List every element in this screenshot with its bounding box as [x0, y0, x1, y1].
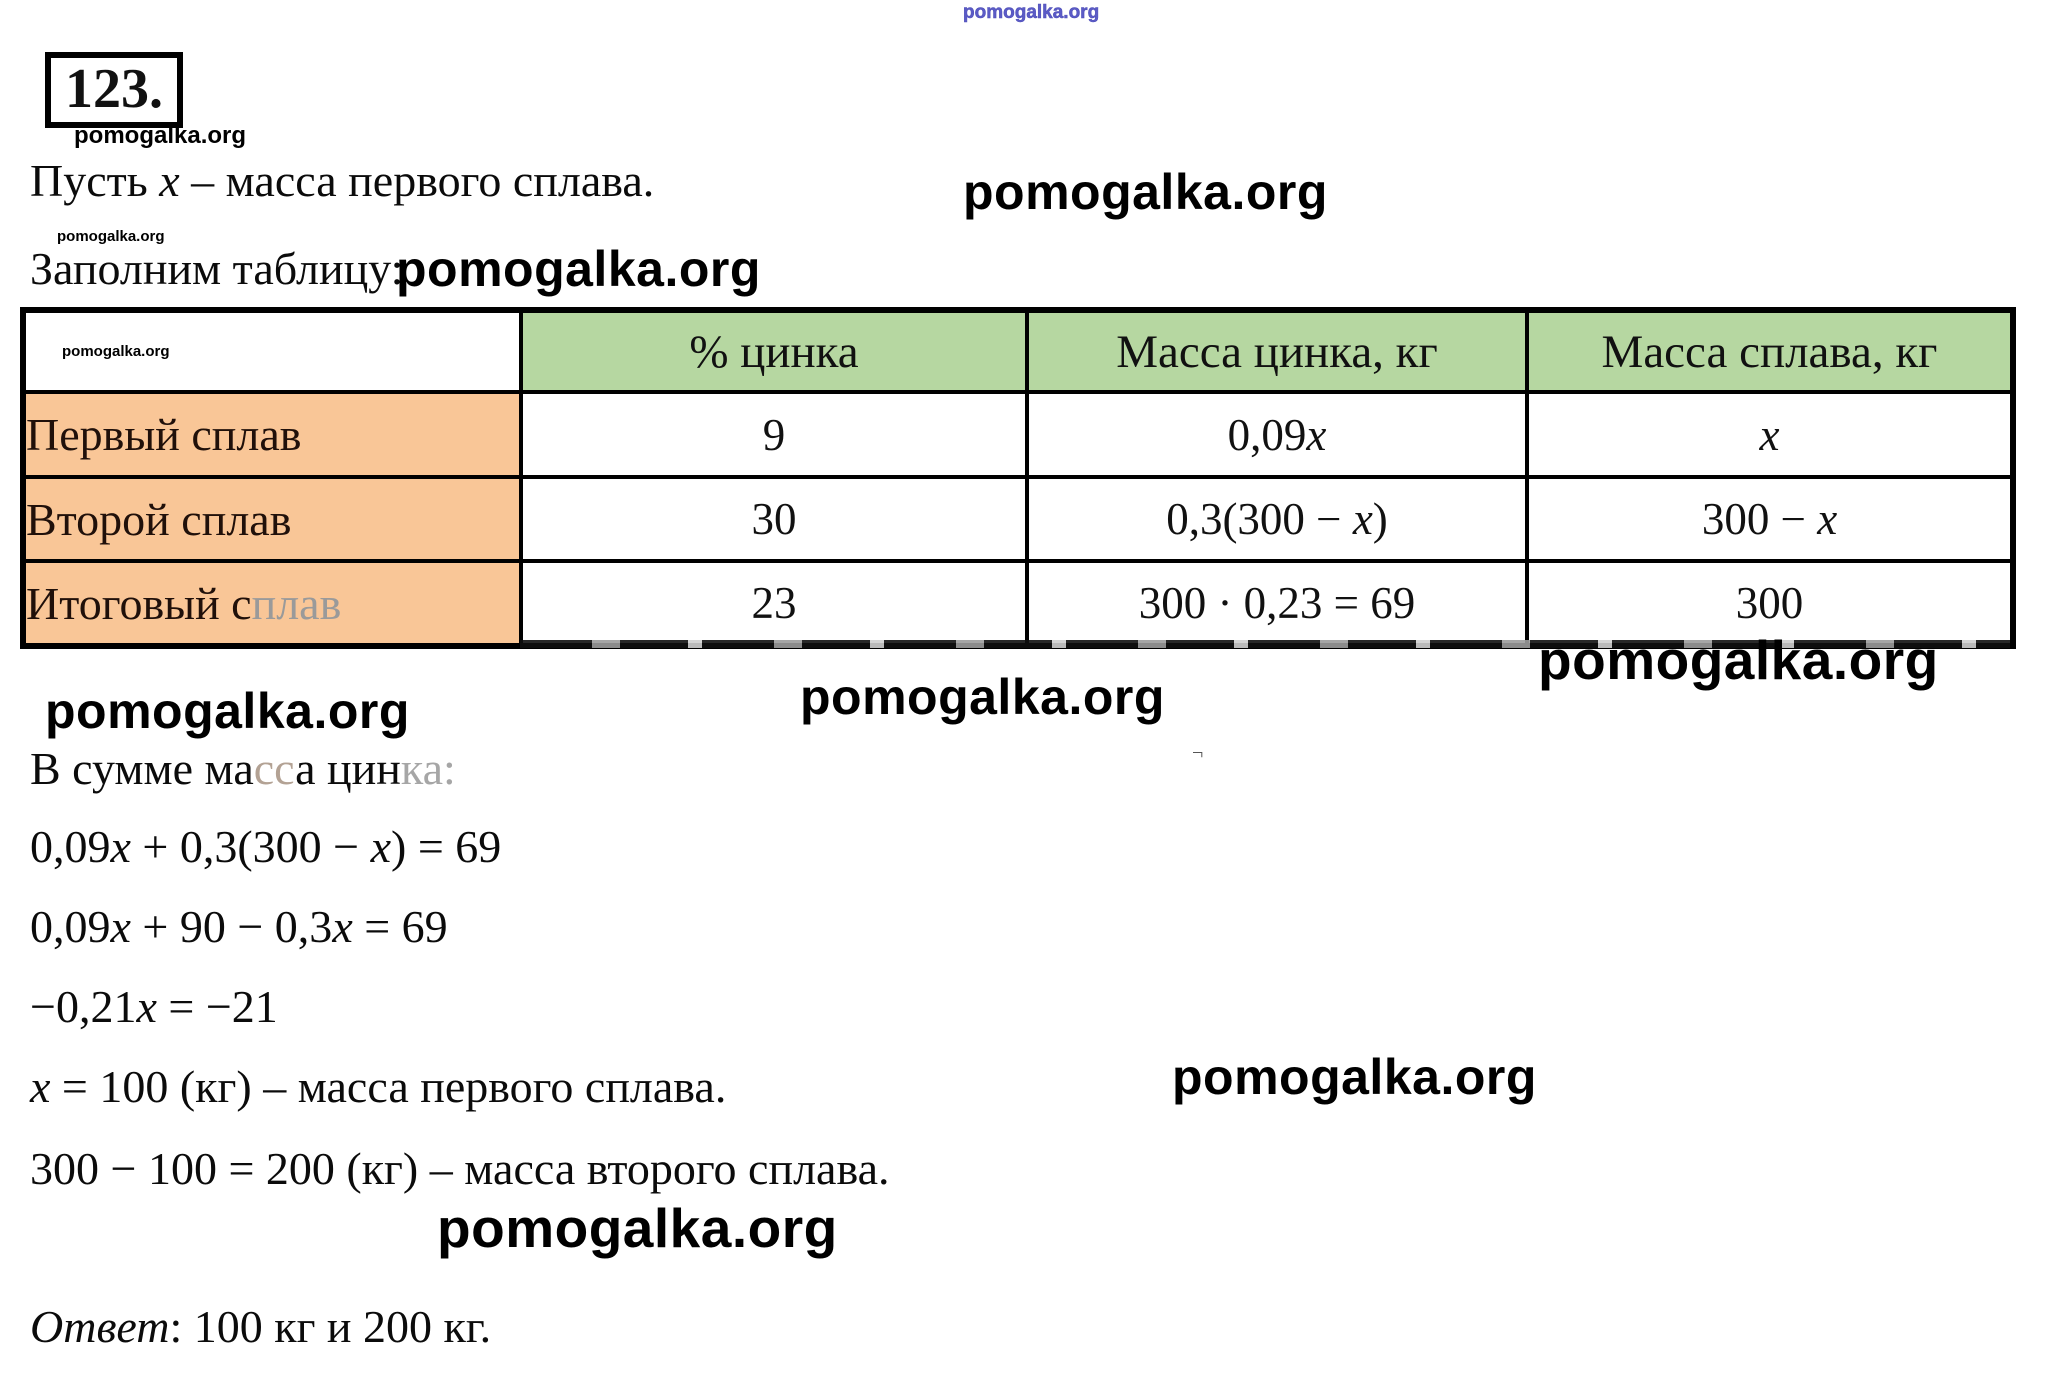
equation-4: x = 100 (кг) – масса первого сплава.	[30, 1061, 727, 1112]
cell-first-zinc-mass: 0,09x	[1025, 390, 1529, 479]
watermark-under-box: pomogalka.org	[74, 122, 247, 149]
col-header-percent: % цинка	[519, 308, 1029, 394]
row-label-total-main: Итоговый с	[26, 577, 252, 629]
equation-1: 0,09x + 0,3(300 − x) = 69	[30, 821, 502, 872]
watermark-below-table-center: pomogalka.org	[800, 669, 1165, 725]
watermark-small-1: pomogalka.org	[57, 228, 165, 245]
fill-table-label: Заполним таблицу:	[30, 243, 404, 294]
alloy-table: pomogalka.org % цинка Масса цинка, кг Ма…	[20, 307, 2016, 649]
zinc-sum-part-3: а цин	[295, 743, 401, 794]
watermark-over-table: pomogalka.org	[1538, 629, 1939, 691]
cell-total-percent: 23	[519, 559, 1029, 648]
equation-3: −0,21x = −21	[30, 981, 278, 1032]
equation-5: 300 − 100 = 200 (кг) – масса второго спл…	[30, 1143, 890, 1194]
table-row-second-alloy: Второй сплав 30 0,3(300 − x) 300 − x	[21, 475, 2015, 563]
equation-2: 0,09x + 90 − 0,3x = 69	[30, 901, 448, 952]
cell-first-percent: 9	[519, 390, 1029, 479]
zinc-sum-part-1: В сумме ма	[30, 743, 254, 794]
watermark-mid-top: pomogalka.org	[396, 241, 761, 297]
zinc-sum-line: В сумме масса цинка:	[30, 740, 456, 798]
row-label-total-faded: плав	[251, 577, 342, 629]
cell-second-alloy-mass: 300 − x	[1525, 475, 2015, 563]
watermark-bottom-center: pomogalka.org	[437, 1197, 838, 1259]
cell-first-alloy-mass: x	[1525, 390, 2015, 479]
table-header-row: pomogalka.org % цинка Масса цинка, кг Ма…	[21, 308, 2015, 394]
watermark-below-table-left: pomogalka.org	[45, 683, 410, 739]
row-label-second-alloy: Второй сплав	[21, 475, 523, 563]
zinc-sum-part-2: сс	[253, 743, 296, 794]
stray-mark: ¬	[1192, 742, 1204, 764]
intro-line: Пусть x – масса первого сплава.	[30, 155, 655, 206]
watermark-right-mid: pomogalka.org	[1172, 1049, 1537, 1105]
table-row-first-alloy: Первый сплав 9 0,09x x	[21, 390, 2015, 479]
answer-label: Ответ	[30, 1301, 170, 1352]
cell-total-zinc-mass: 300 · 0,23 = 69	[1025, 559, 1529, 648]
watermark-top-blue: pomogalka.org	[963, 2, 1100, 24]
cell-second-zinc-mass: 0,3(300 − x)	[1025, 475, 1529, 563]
table-bottom-ghost-line	[520, 640, 2010, 648]
answer-line: Ответ: 100 кг и 200 кг.	[30, 1298, 491, 1356]
watermark-in-table: pomogalka.org	[62, 342, 170, 360]
cell-second-percent: 30	[519, 475, 1029, 563]
col-header-zinc-mass: Масса цинка, кг	[1025, 308, 1529, 394]
watermark-top-right: pomogalka.org	[963, 164, 1328, 220]
table-corner-cell: pomogalka.org	[21, 308, 523, 394]
row-label-total-alloy: Итоговый сплав	[21, 559, 523, 648]
problem-number-box: 123.	[45, 52, 183, 128]
col-header-alloy-mass: Масса сплава, кг	[1525, 308, 2015, 394]
zinc-sum-part-4: ка:	[400, 743, 456, 794]
answer-text: : 100 кг и 200 кг.	[169, 1301, 492, 1352]
row-label-first-alloy: Первый сплав	[21, 390, 523, 479]
